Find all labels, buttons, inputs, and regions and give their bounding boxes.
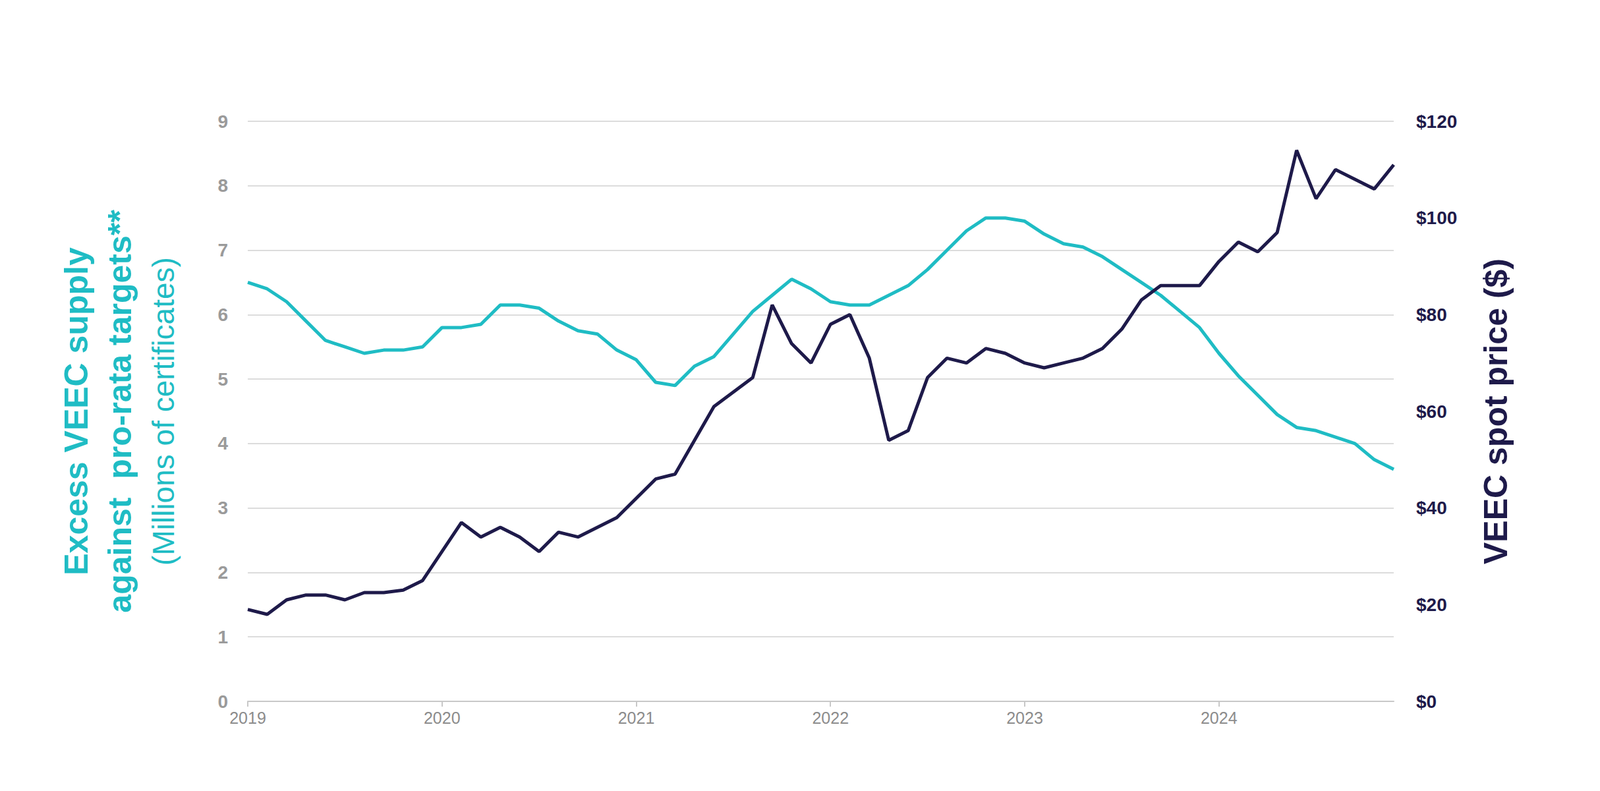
svg-text:2024: 2024: [1200, 708, 1238, 727]
svg-text:0: 0: [217, 691, 229, 712]
svg-text:VEEC spot price ($): VEEC spot price ($): [1477, 258, 1515, 565]
svg-text:2020: 2020: [423, 708, 461, 727]
svg-text:(Millions of certificates): (Millions of certificates): [146, 257, 181, 566]
svg-text:4: 4: [217, 432, 229, 454]
svg-text:$80: $80: [1416, 304, 1448, 325]
svg-text:2019: 2019: [229, 708, 267, 727]
svg-text:$40: $40: [1416, 497, 1448, 518]
svg-text:2: 2: [217, 562, 229, 583]
svg-text:5: 5: [217, 369, 229, 390]
svg-text:6: 6: [217, 304, 229, 325]
svg-text:2022: 2022: [811, 708, 849, 727]
svg-text:$20: $20: [1416, 594, 1448, 615]
svg-text:8: 8: [217, 175, 229, 196]
svg-text:1: 1: [217, 626, 229, 648]
svg-text:7: 7: [217, 239, 229, 261]
svg-text:2021: 2021: [618, 708, 656, 727]
svg-text:$0: $0: [1416, 691, 1437, 712]
svg-text:$60: $60: [1416, 401, 1448, 422]
svg-text:$100: $100: [1416, 207, 1458, 229]
svg-text:2023: 2023: [1006, 708, 1044, 727]
svg-text:Excess VEEC supply: Excess VEEC supply: [57, 247, 95, 576]
svg-text:3: 3: [217, 497, 229, 518]
svg-text:9: 9: [217, 111, 229, 132]
svg-text:against pro-rata targets**: against pro-rata targets**: [101, 209, 139, 613]
svg-text:$120: $120: [1416, 111, 1458, 132]
